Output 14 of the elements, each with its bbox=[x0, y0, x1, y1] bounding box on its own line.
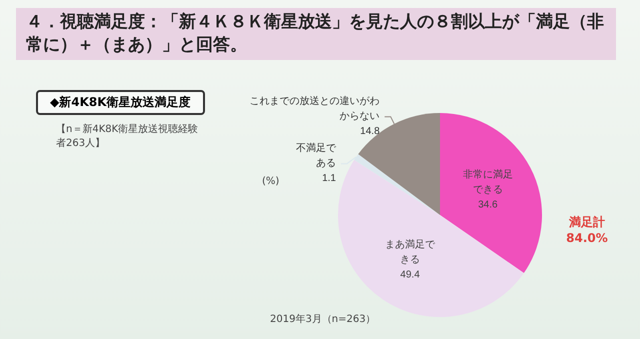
slice-label: まあ満足できる bbox=[385, 238, 436, 266]
data-label: 14.8 bbox=[360, 126, 380, 138]
text: 【n＝新4K8K衛星放送視聴経験者263人】 bbox=[56, 122, 200, 150]
data-label: 34.6 bbox=[478, 199, 498, 210]
text: (%) bbox=[262, 176, 280, 187]
chart-title: ４．視聴満足度：「新４Ｋ８Ｋ衛星放送」を見た人の８割以上が「満足（非常に）＋（まあ）」と回答。 bbox=[16, 8, 616, 60]
slice-label: これまでの放送との違いがわからない bbox=[250, 95, 380, 122]
data-label: 49.4 bbox=[400, 269, 420, 280]
text: 2019年3月（n=263） bbox=[270, 313, 376, 326]
slice-label: 不満足である bbox=[296, 142, 337, 170]
slice-label: 非常に満足できる bbox=[462, 168, 513, 196]
text: 満足計 84.0% bbox=[565, 214, 609, 245]
data-label: 1.1 bbox=[322, 173, 336, 184]
text: ◆新4K8K衛星放送満足度 bbox=[36, 90, 205, 115]
